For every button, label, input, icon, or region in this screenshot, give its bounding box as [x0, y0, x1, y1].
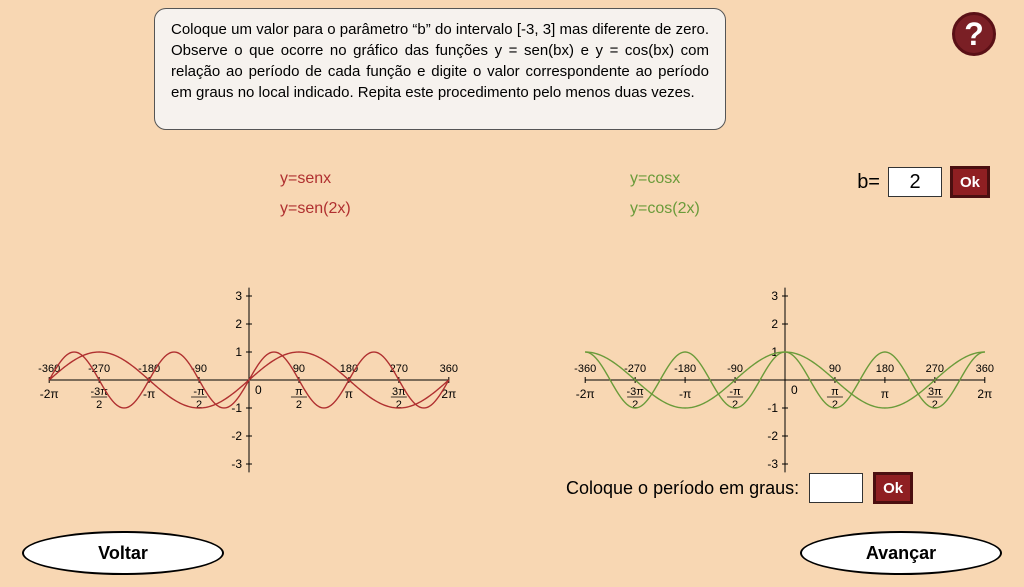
svg-text:2: 2 — [396, 399, 402, 411]
svg-text:-90: -90 — [727, 363, 743, 375]
back-button[interactable]: Voltar — [22, 531, 224, 575]
next-button[interactable]: Avançar — [800, 531, 1002, 575]
svg-text:1: 1 — [235, 345, 242, 359]
ok-b-button[interactable]: Ok — [950, 166, 990, 198]
legend-sin-1: y=senx — [280, 170, 331, 188]
svg-text:-3: -3 — [767, 457, 778, 471]
svg-text:360: 360 — [976, 363, 994, 375]
svg-text:3: 3 — [235, 289, 242, 303]
ok-period-button[interactable]: Ok — [873, 472, 913, 504]
svg-text:2: 2 — [732, 399, 738, 411]
b-label: b= — [857, 171, 880, 194]
svg-text:2: 2 — [96, 399, 102, 411]
svg-text:-2π: -2π — [40, 387, 59, 401]
svg-text:-2: -2 — [767, 429, 778, 443]
svg-text:2: 2 — [235, 317, 242, 331]
period-control: Coloque o período em graus: Ok — [566, 472, 913, 504]
b-input[interactable] — [888, 167, 942, 197]
help-button[interactable]: ? — [952, 12, 996, 56]
svg-text:-360: -360 — [574, 363, 596, 375]
svg-text:π: π — [881, 387, 889, 401]
svg-text:3π: 3π — [928, 386, 942, 398]
svg-text:-2π: -2π — [576, 387, 595, 401]
svg-text:2: 2 — [832, 399, 838, 411]
svg-text:180: 180 — [876, 363, 894, 375]
svg-text:-180: -180 — [674, 363, 696, 375]
svg-text:-π: -π — [143, 387, 155, 401]
svg-text:2: 2 — [296, 399, 302, 411]
svg-text:270: 270 — [926, 363, 944, 375]
sin-chart: -360-270-180-9090180270360-2π-3π2-π-π2π2… — [24, 280, 464, 480]
svg-text:-270: -270 — [88, 363, 110, 375]
svg-text:-90: -90 — [191, 363, 207, 375]
svg-text:-π: -π — [729, 386, 741, 398]
legend-sin-2: y=sen(2x) — [280, 200, 351, 218]
legend-cos-1: y=cosx — [630, 170, 680, 188]
period-label: Coloque o período em graus: — [566, 478, 799, 499]
help-icon: ? — [964, 16, 984, 53]
svg-text:360: 360 — [440, 363, 458, 375]
svg-text:π: π — [831, 386, 839, 398]
svg-text:-3: -3 — [231, 457, 242, 471]
svg-text:2: 2 — [932, 399, 938, 411]
svg-text:2: 2 — [771, 317, 778, 331]
svg-text:π: π — [345, 387, 353, 401]
legend-cos-2: y=cos(2x) — [630, 200, 700, 218]
svg-text:0: 0 — [791, 383, 798, 397]
svg-text:3: 3 — [771, 289, 778, 303]
b-control: b= Ok — [857, 166, 990, 198]
period-input[interactable] — [809, 473, 863, 503]
svg-text:2: 2 — [196, 399, 202, 411]
svg-text:-π: -π — [679, 387, 691, 401]
instruction-text: Coloque um valor para o parâmetro “b” do… — [171, 21, 709, 101]
instruction-box: Coloque um valor para o parâmetro “b” do… — [154, 8, 726, 130]
svg-text:-3π: -3π — [626, 386, 644, 398]
svg-text:90: 90 — [829, 363, 841, 375]
svg-text:2: 2 — [632, 399, 638, 411]
svg-text:-1: -1 — [767, 401, 778, 415]
svg-text:-2: -2 — [231, 429, 242, 443]
svg-text:0: 0 — [255, 383, 262, 397]
svg-text:π: π — [295, 386, 303, 398]
cos-chart: -360-270-180-9090180270360-2π-3π2-π-π2π2… — [560, 280, 1000, 480]
svg-text:2π: 2π — [977, 387, 992, 401]
